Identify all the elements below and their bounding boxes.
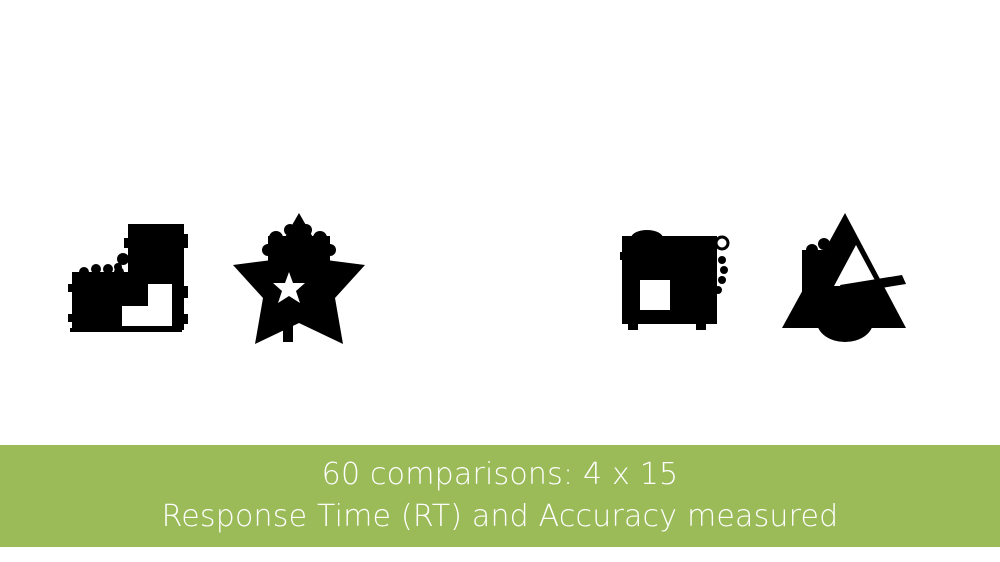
caption-line-measures: Response Time (RT) and Accuracy measured <box>161 499 839 534</box>
square-composite-icon <box>620 230 730 330</box>
block-composite-icon <box>68 224 188 332</box>
stimulus-canvas <box>68 213 906 344</box>
caption-band: 60 comparisons: 4 x 15 Response Time (RT… <box>0 445 1000 547</box>
caption-line-comparisons: 60 comparisons: 4 x 15 <box>321 457 679 492</box>
star-composite-icon <box>233 213 365 344</box>
stimulus-area <box>68 213 906 344</box>
triangle-composite-icon <box>782 213 906 342</box>
